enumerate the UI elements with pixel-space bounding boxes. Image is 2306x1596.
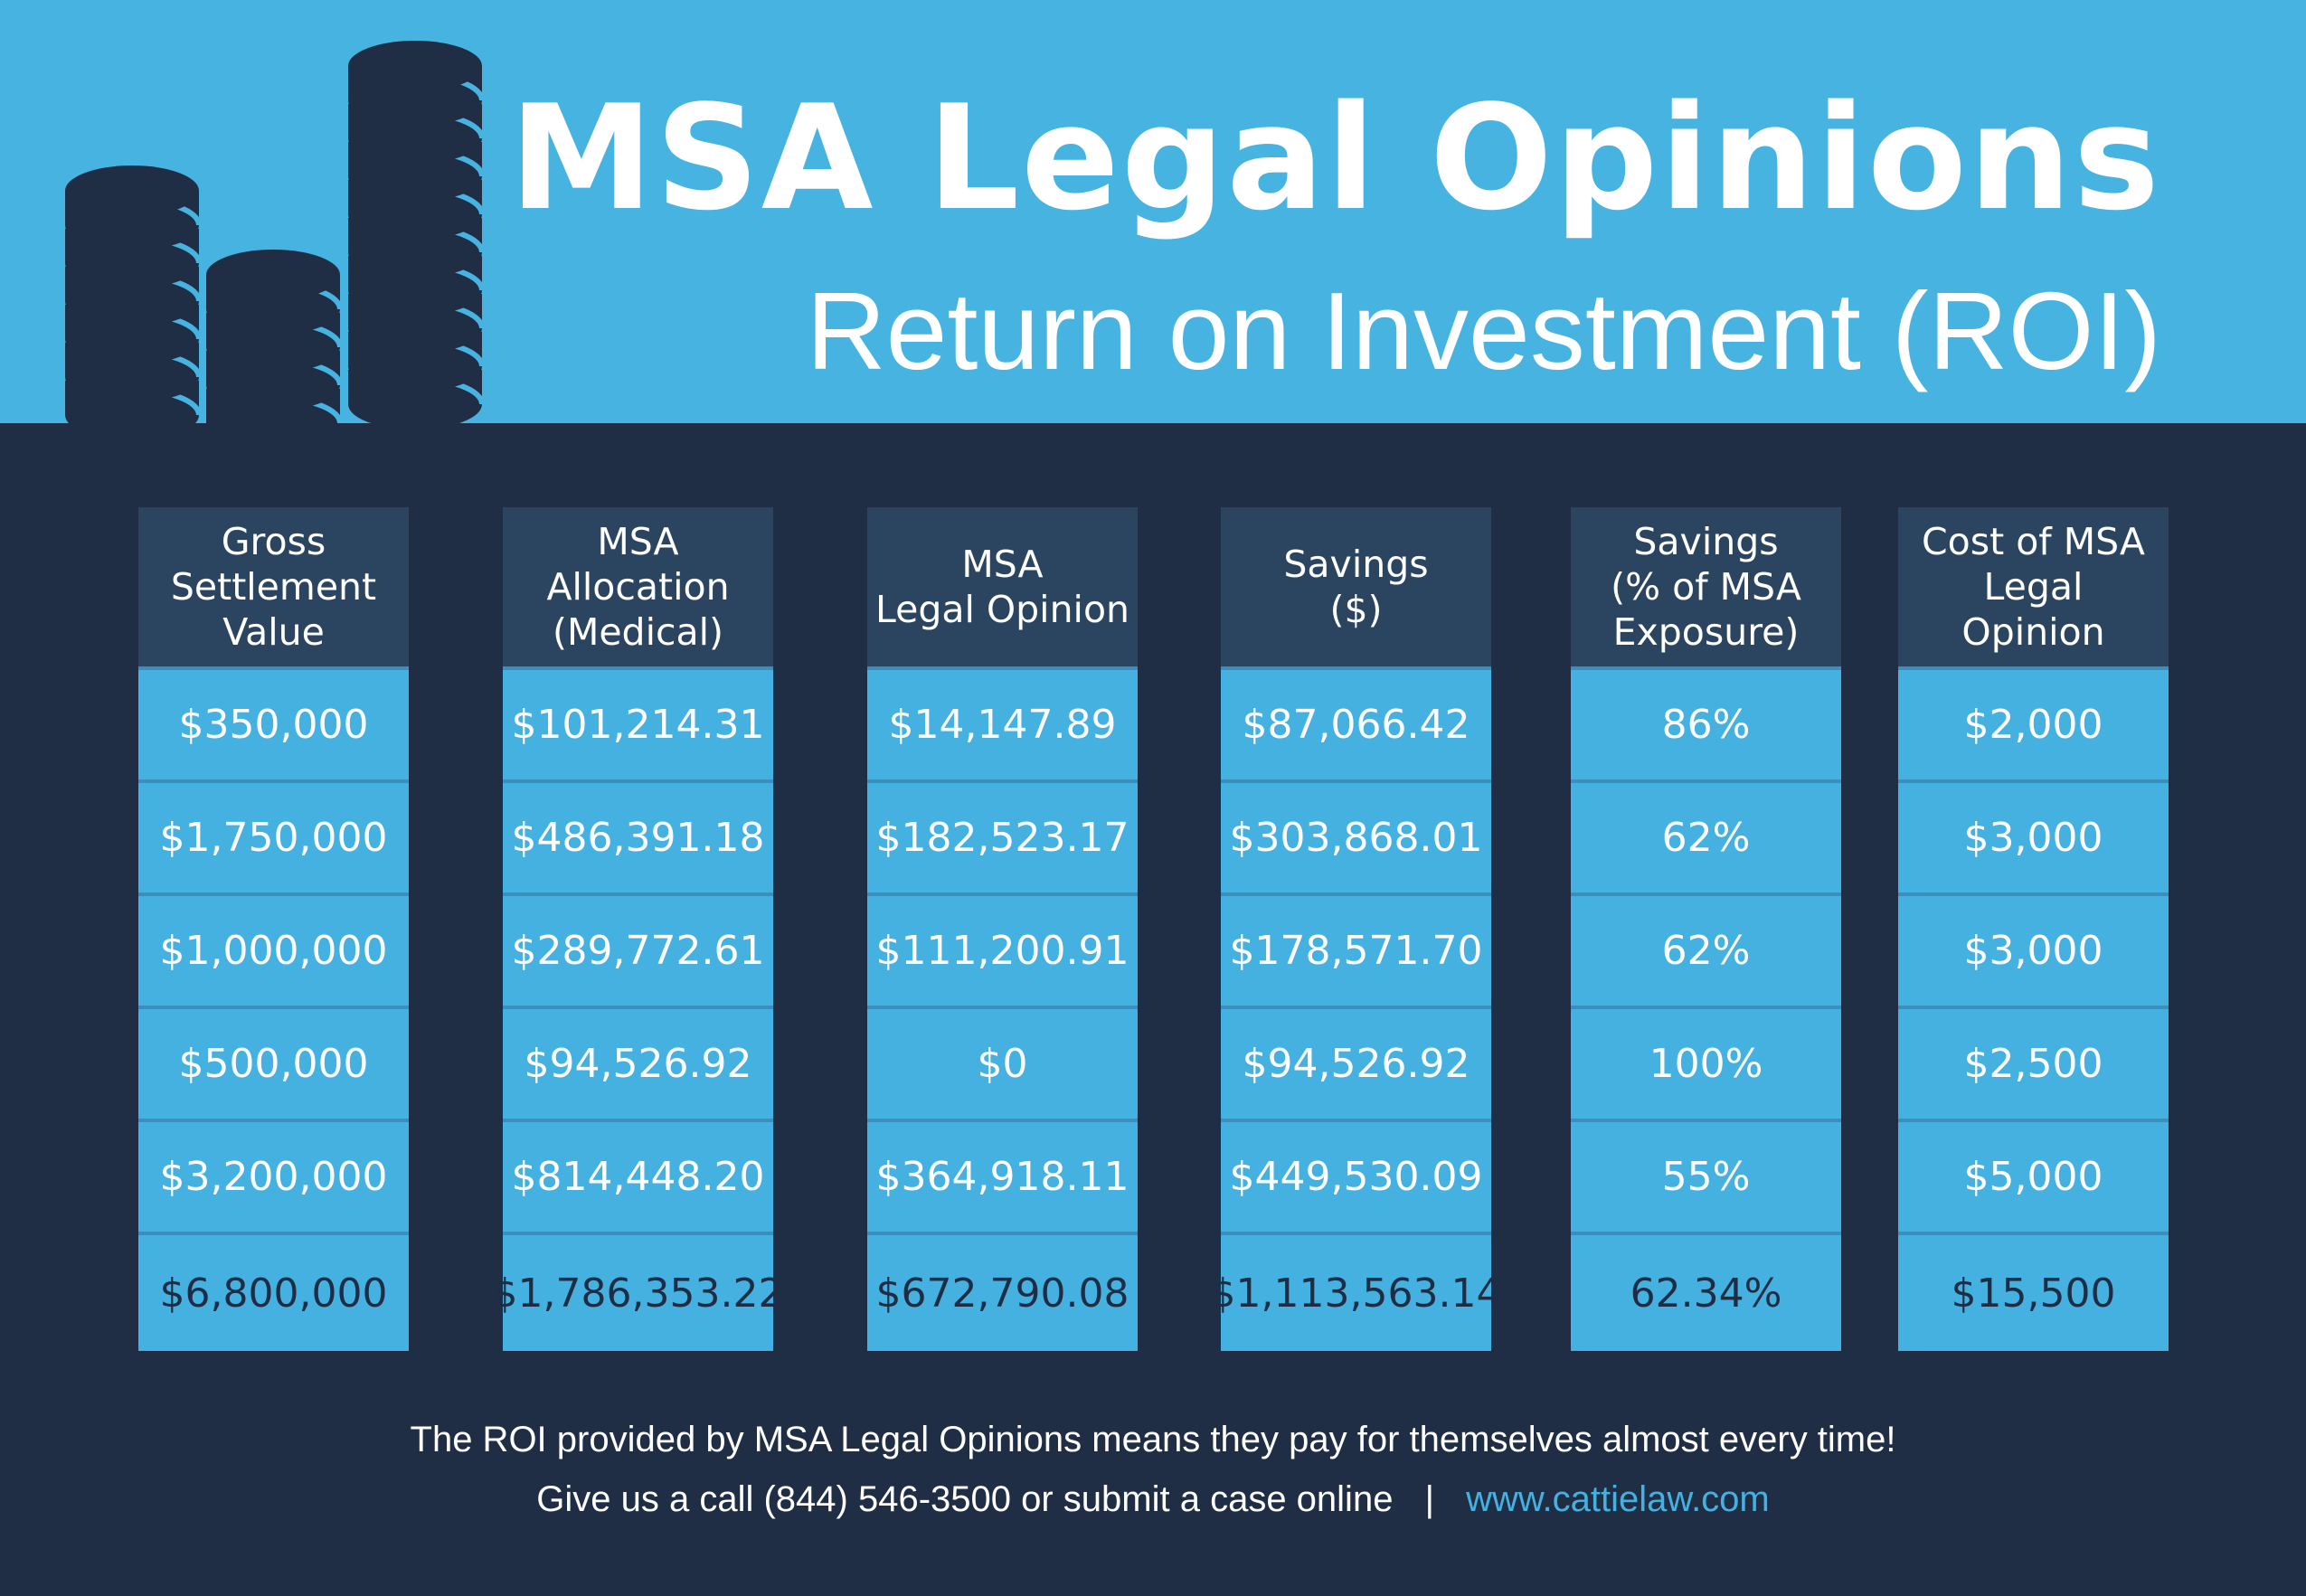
table-cell: $178,571.70 — [1221, 892, 1491, 1006]
table-cell: $303,868.01 — [1221, 779, 1491, 892]
table-column: Gross Settlement Value $350,000 $1,750,000 $1… — [138, 507, 409, 1351]
header-line: Allocation — [546, 565, 730, 609]
footer-contact: Give us a call (844) 546-3500 or submit … — [0, 1479, 2306, 1520]
column-header: Savings ($) — [1221, 507, 1491, 666]
subtitle: Return on Investment (ROI) — [806, 269, 2161, 392]
table-cell: 62.34% — [1571, 1232, 1841, 1351]
table-cell: $2,000 — [1898, 666, 2169, 779]
table-cell: $364,918.11 — [867, 1119, 1138, 1232]
table-cell: $3,000 — [1898, 779, 2169, 892]
table-cell: $3,200,000 — [138, 1119, 409, 1232]
header-line: Legal Opinion — [874, 588, 1130, 631]
table-cell: $672,790.08 — [867, 1232, 1138, 1351]
contact-text: Give us a call (844) 546-3500 or submit … — [536, 1479, 1394, 1519]
table-cell: $2,500 — [1898, 1006, 2169, 1119]
table-cell: $94,526.92 — [1221, 1006, 1491, 1119]
table-column: Savings ($) $87,066.42 $303,868.01 $178,571.… — [1211, 507, 1501, 1351]
table-column: Cost of MSA Legal Opinion $2,000 $3,000 $3,00… — [1898, 507, 2169, 1351]
table-column: MSA Legal Opinion $14,147.89 $182,523.17 $11… — [867, 507, 1138, 1351]
table-cell: 62% — [1571, 779, 1841, 892]
table-column: Savings (% of MSA Exposure) 86% 62% 62% 100% 55… — [1571, 507, 1841, 1351]
coin-stacks-icon — [62, 41, 485, 425]
header-line: Exposure) — [1612, 610, 1800, 654]
coin — [65, 165, 199, 216]
column-header: MSA Legal Opinion — [867, 507, 1138, 666]
column-header: MSA Allocation (Medical) — [503, 507, 773, 666]
table-cell: 100% — [1571, 1006, 1841, 1119]
table-cell: $486,391.18 — [503, 779, 773, 892]
header-line: (Medical) — [552, 610, 724, 654]
table-cell: $182,523.17 — [867, 779, 1138, 892]
header-line: Savings — [1283, 543, 1429, 586]
coin — [348, 41, 482, 91]
table-cell: 55% — [1571, 1119, 1841, 1232]
header-line: ($) — [1329, 588, 1383, 631]
header-line: (% of MSA — [1611, 565, 1801, 609]
coin — [206, 250, 340, 300]
table-column: MSA Allocation (Medical) $101,214.31 $486,39… — [493, 507, 783, 1351]
header-line: MSA — [597, 520, 679, 563]
table-cell: $101,214.31 — [503, 666, 773, 779]
table-cell: $3,000 — [1898, 892, 2169, 1006]
header-line: Gross — [221, 520, 326, 563]
separator: | — [1424, 1479, 1434, 1519]
table-cell: $500,000 — [138, 1006, 409, 1119]
table-cell: $87,066.42 — [1221, 666, 1491, 779]
table-cell: $6,800,000 — [138, 1232, 409, 1351]
table-cell: $94,526.92 — [503, 1006, 773, 1119]
title: MSA Legal Opinions — [509, 73, 2161, 242]
table-cell: $350,000 — [138, 666, 409, 779]
table-cell: $15,500 — [1898, 1232, 2169, 1351]
website-link[interactable]: www.cattielaw.com — [1466, 1479, 1770, 1519]
table-cell: $1,750,000 — [138, 779, 409, 892]
table-cell: $5,000 — [1898, 1119, 2169, 1232]
header-line: MSA — [961, 543, 1044, 586]
table-cell: $1,786,353.22 — [493, 1232, 783, 1351]
header-line: Value — [222, 610, 325, 654]
header-line: Savings — [1633, 520, 1779, 563]
table-cell: $0 — [867, 1006, 1138, 1119]
table-cell: $289,772.61 — [503, 892, 773, 1006]
header-line: Cost of MSA — [1922, 520, 2145, 563]
column-header: Cost of MSA Legal Opinion — [1898, 507, 2169, 666]
table-cell: $814,448.20 — [503, 1119, 773, 1232]
header-line: Opinion — [1961, 610, 2105, 654]
header-line: Legal — [1983, 565, 2084, 609]
header-line: Settlement — [170, 565, 377, 609]
table-cell: $111,200.91 — [867, 892, 1138, 1006]
table-cell: 86% — [1571, 666, 1841, 779]
footer-line: The ROI provided by MSA Legal Opinions m… — [410, 1420, 1896, 1459]
table-cell: $449,530.09 — [1221, 1119, 1491, 1232]
table-cell: $1,113,563.14 — [1211, 1232, 1501, 1351]
table-cell: $14,147.89 — [867, 666, 1138, 779]
table-cell: 62% — [1571, 892, 1841, 1006]
column-header: Gross Settlement Value — [138, 507, 409, 666]
column-header: Savings (% of MSA Exposure) — [1571, 507, 1841, 666]
table-cell: $1,000,000 — [138, 892, 409, 1006]
